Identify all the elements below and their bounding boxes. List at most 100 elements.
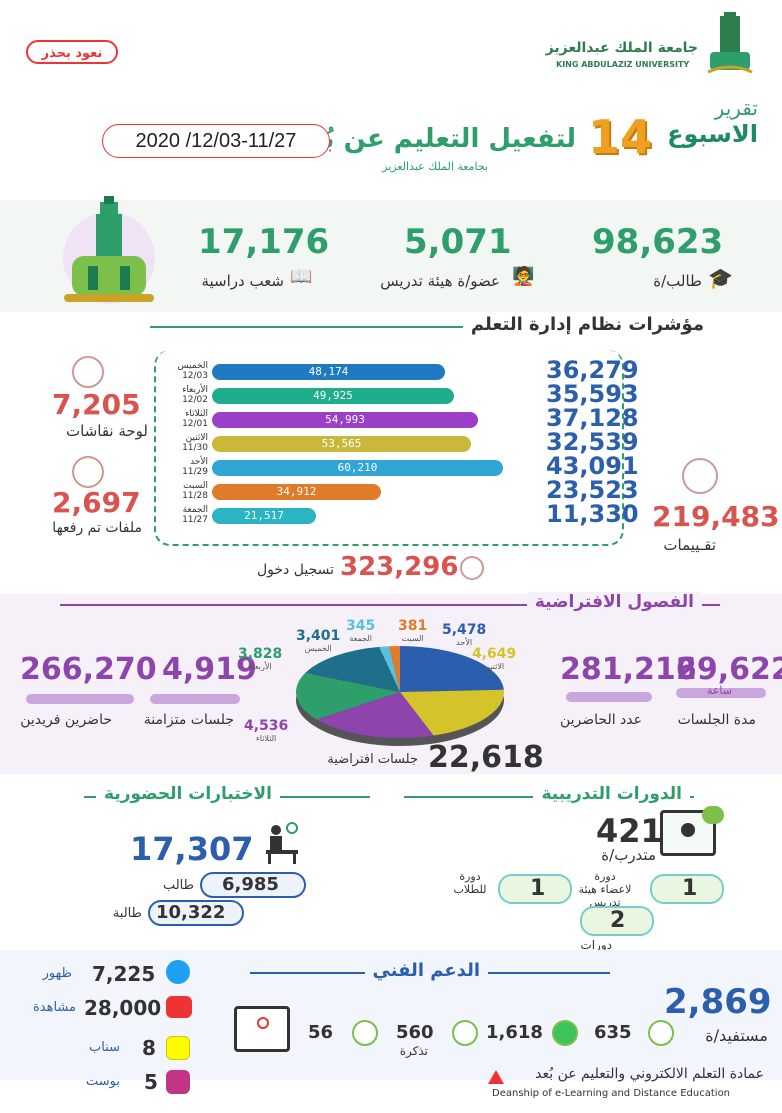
teacher-icon: 🧑‍🏫 (512, 266, 535, 287)
lms-day-name: الجمعة (182, 505, 208, 515)
unique-pill (26, 694, 134, 704)
lms-day-date: 11/28 (182, 491, 208, 501)
lms-day-label: الثلاثاء 12/01 (162, 409, 208, 429)
students-label: طالب/ة (653, 272, 702, 290)
pie-label-value: 345 (346, 618, 376, 634)
lms-day-value: 32,539 (546, 428, 639, 456)
pie-label-day: الأربعاء (248, 662, 272, 671)
lms-day-name: الخميس (177, 361, 208, 371)
lms-day-date: 12/01 (182, 419, 208, 429)
lms-day-label: الأربعاء 12/02 (162, 385, 208, 405)
files-icon (72, 456, 104, 488)
pie-label: 4,536 الثلاثاء (244, 718, 288, 743)
lms-day-value: 36,279 (546, 356, 639, 384)
faculty-course-pill (650, 874, 724, 904)
pie-label: 345 الجمعة (346, 618, 375, 643)
lms-title: مؤشرات نظام إدارة التعلم (462, 314, 712, 335)
building-illustration (52, 196, 166, 310)
logins-value: 323,296 (340, 552, 459, 582)
female-students-value: 10,322 (156, 902, 226, 923)
total-courses-label: دورات (580, 938, 612, 952)
deanship-logo (488, 1070, 504, 1084)
twitter-icon (166, 960, 190, 984)
chat-bubble-icon (702, 806, 724, 824)
lms-bar: 49,925 (212, 388, 454, 404)
lms-day-value: 37,128 (546, 404, 639, 432)
instagram-value: 5 (144, 1070, 158, 1094)
pie-label-value: 4,649 (472, 646, 517, 662)
pie-label-value: 5,478 (442, 622, 487, 638)
tickets-value: 560 (396, 1022, 434, 1043)
pie-label-day: الثلاثاء (256, 734, 277, 743)
lms-day-date: 11/27 (182, 515, 208, 525)
male-students-pill (200, 872, 306, 898)
pie-label: 5,478 الأحد (442, 622, 486, 647)
snapchat-label: سناب (88, 1040, 120, 1055)
pie-label: 381 السبت (398, 618, 427, 643)
trainees-value: 421 (596, 812, 663, 850)
total-courses-pill (580, 906, 654, 936)
exam-desk-icon (262, 822, 302, 864)
exams-total: 17,307 (130, 830, 254, 868)
university-logo (706, 12, 754, 78)
faculty-value: 5,071 (404, 222, 512, 262)
pie-slice (389, 646, 400, 692)
lms-day-label: الاثنين 11/30 (162, 433, 208, 453)
youtube-value: 28,000 (84, 996, 162, 1020)
virtual-sessions-pie (296, 646, 504, 746)
pie-label-value: 3,401 (296, 628, 341, 644)
login-icon (460, 556, 484, 580)
pie-label-value: 3,828 (238, 646, 283, 662)
virtual-total-value: 22,618 (428, 740, 544, 775)
lms-day-date: 12/03 (182, 371, 208, 381)
youtube-label: مشاهدة (32, 1000, 76, 1015)
sync-label: جلسات متزامنة (143, 712, 234, 728)
pie-label: 3,401 الخميس (296, 628, 340, 653)
files-label: ملفات تم رفعها (52, 520, 142, 536)
unique-label: حاضرين فريدين (20, 712, 112, 728)
snapchat-icon (166, 1036, 190, 1060)
faculty-course-label: دورة لاعضاء هيئة تدريس (578, 870, 632, 909)
pie-slice (305, 646, 400, 692)
lms-day-date: 11/29 (182, 467, 208, 477)
pie-label-value: 381 (398, 618, 428, 634)
students-course-pill (498, 874, 572, 904)
virtual-title-line (60, 604, 720, 606)
virtual-title: الفصول الافتراضية (526, 592, 702, 612)
lms-bar: 48,174 (212, 364, 445, 380)
lms-bar: 60,210 (212, 460, 503, 476)
twitter-label: ظهور (42, 966, 72, 981)
faculty-label: عضو/ة هيئة تدريس (380, 272, 500, 290)
lms-day-value: 23,523 (546, 476, 639, 504)
evaluations-icon (682, 458, 718, 494)
male-students-label: طالب (162, 878, 194, 893)
phone-value: 635 (594, 1022, 632, 1043)
university-name-ar: جامعة الملك عبدالعزيز (545, 40, 698, 56)
lms-day-label: الأحد 11/29 (162, 457, 208, 477)
total-courses-count: 2 (610, 908, 626, 933)
sections-value: 17,176 (198, 222, 330, 262)
beneficiaries-label: مستفيد/ة (705, 1026, 768, 1045)
sync-pill (150, 694, 240, 704)
ticket-icon (452, 1020, 478, 1046)
students-value: 98,623 (592, 222, 724, 262)
lms-day-name: السبت (183, 481, 208, 491)
boards-value: 7,205 (52, 388, 141, 421)
sections-label: شعب دراسية (201, 272, 284, 290)
book-icon: 📖 (290, 266, 313, 287)
lms-day-name: الأحد (190, 457, 208, 467)
lms-day-value: 11,330 (546, 500, 639, 528)
lms-day-date: 11/30 (182, 443, 208, 453)
attendees-value: 281,216 (560, 652, 697, 687)
session-hours-unit: ساعة (706, 684, 732, 697)
faculty-course-count: 1 (682, 876, 698, 901)
pie-label: 4,649 الاثنين (472, 646, 516, 671)
pie-slice (400, 646, 504, 692)
report-word: تقرير (714, 96, 758, 120)
lms-day-name: الثلاثاء (185, 409, 208, 419)
deanship-name-ar: عمادة التعلم الالكتروني والتعليم عن بُعد (535, 1066, 764, 1082)
session-hours-label: مدة الجلسات (677, 712, 756, 728)
female-students-pill (148, 900, 244, 926)
pie-label-day: السبت (401, 634, 424, 643)
lms-day-value: 35,593 (546, 380, 639, 408)
